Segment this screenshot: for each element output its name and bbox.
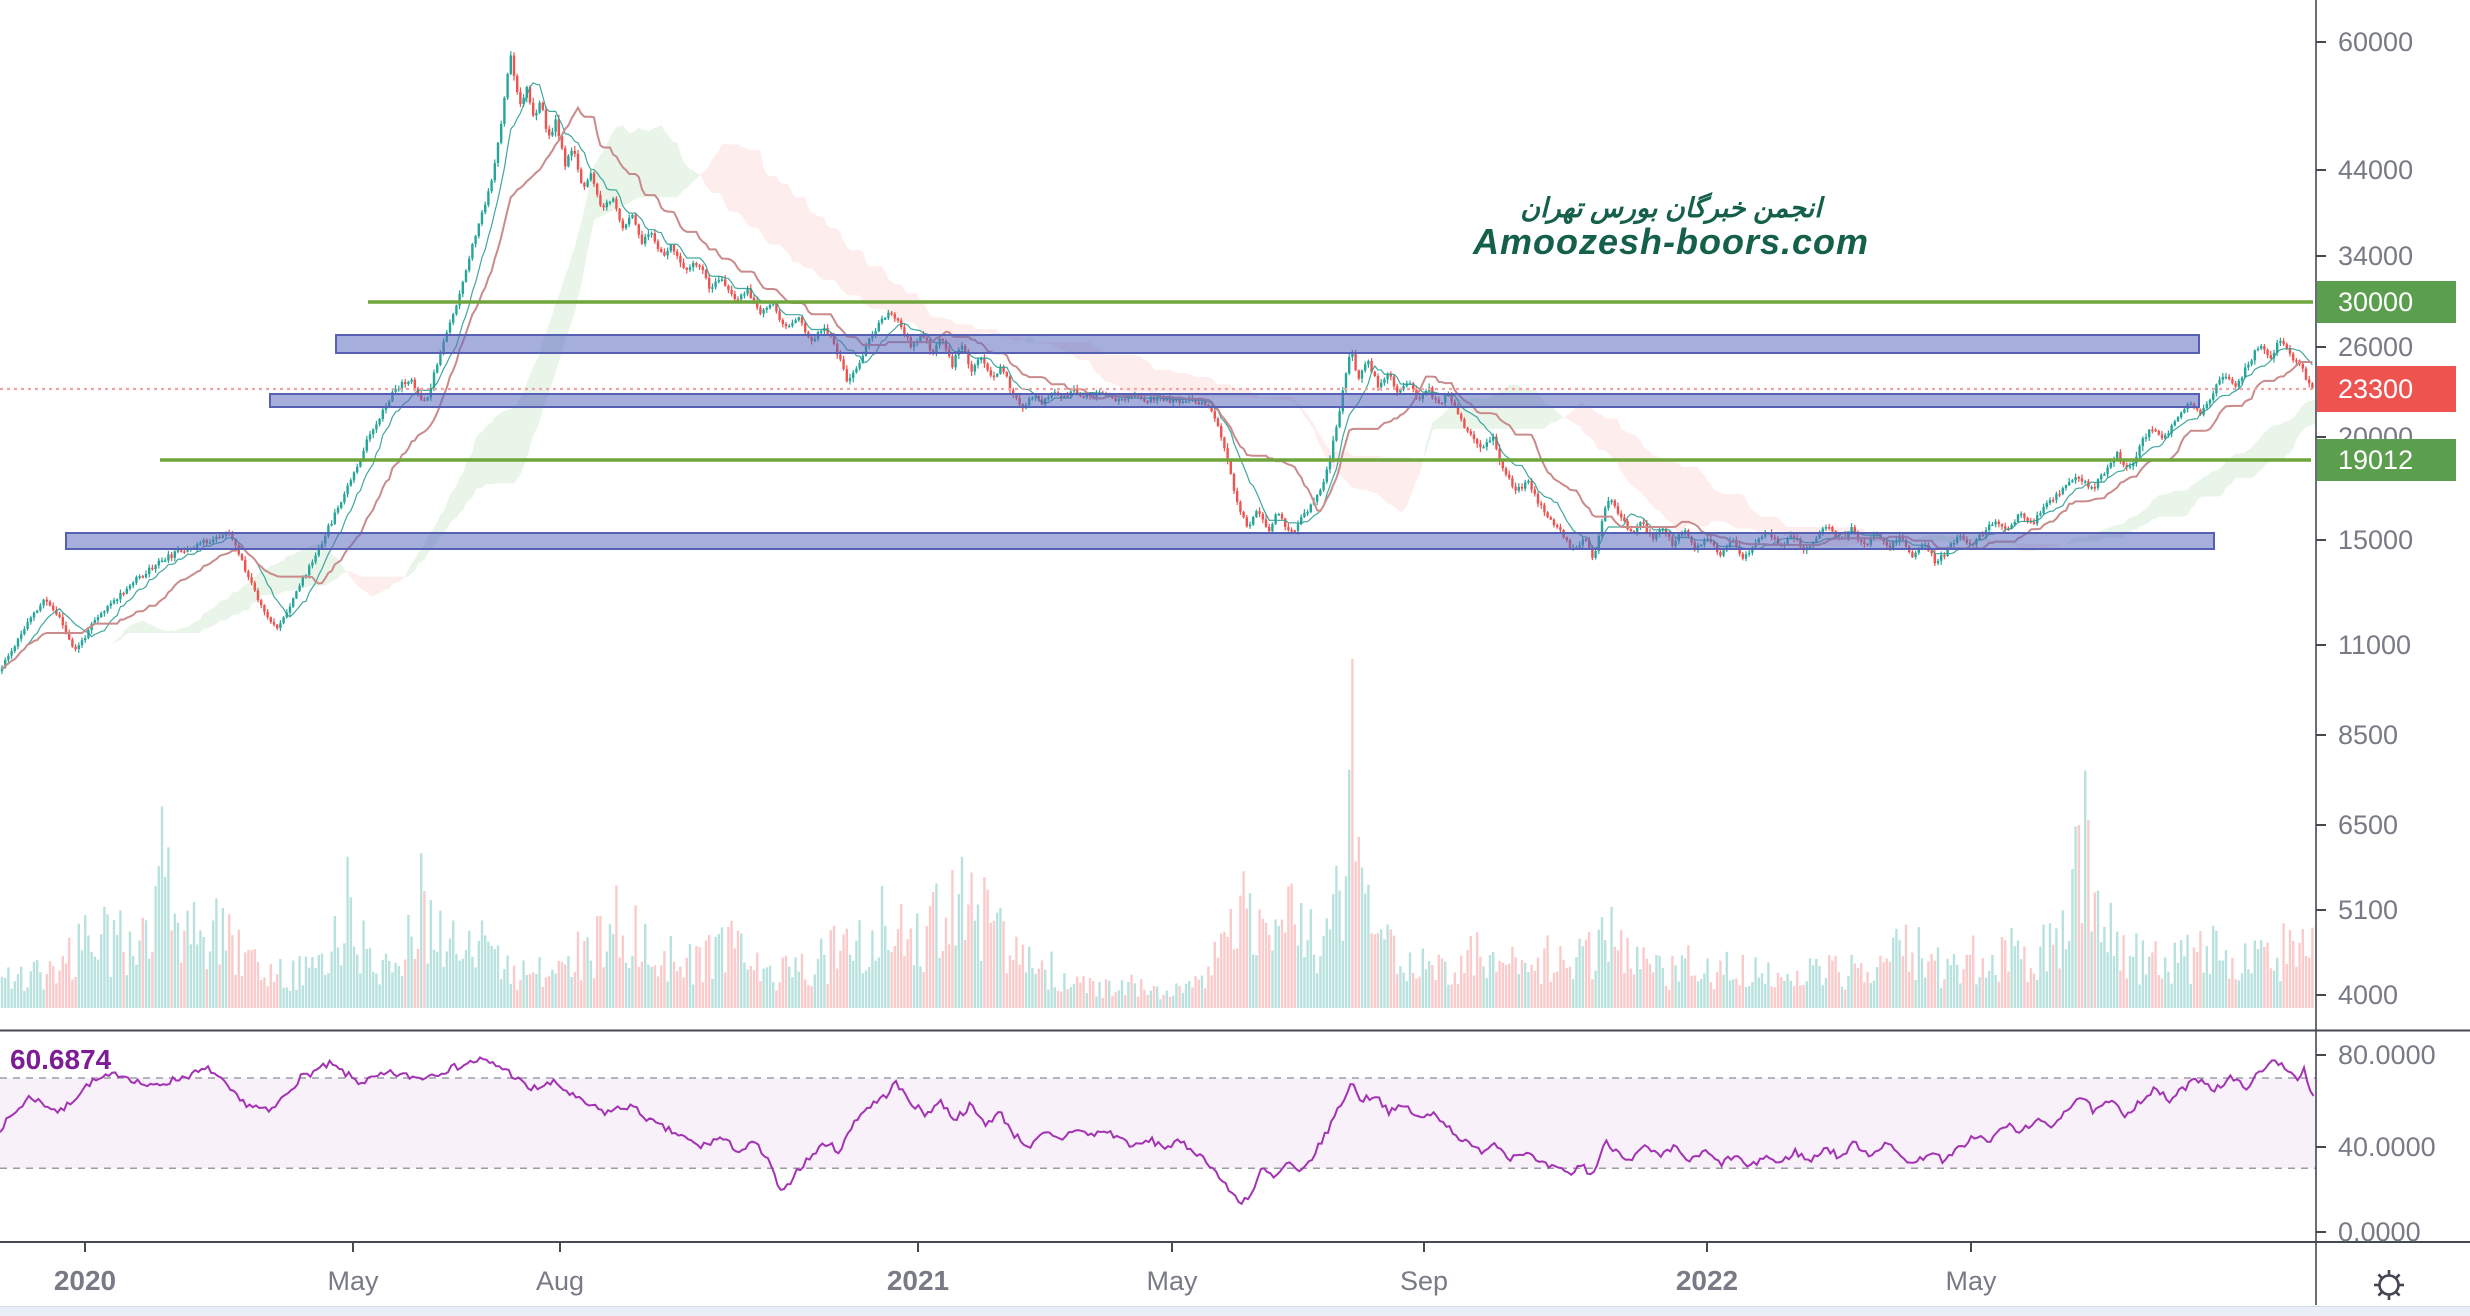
time-axis-label: 2020	[54, 1265, 116, 1296]
price-axis-label: 60000	[2338, 27, 2413, 57]
price-axis-label: 15000	[2338, 525, 2413, 555]
rsi-axis-label: 40.0000	[2338, 1132, 2436, 1162]
rsi-current-value: 60.6874	[10, 1044, 112, 1075]
time-axis-label: May	[327, 1266, 379, 1296]
price-axis-label: 6500	[2338, 810, 2398, 840]
time-axis-label: Aug	[536, 1266, 584, 1296]
supply-demand-zone[interactable]	[269, 393, 2200, 408]
time-axis-label: May	[1146, 1266, 1198, 1296]
price-overlays	[0, 300, 2316, 550]
time-axis-label: May	[1945, 1266, 1997, 1296]
price-axis-label: 11000	[2338, 630, 2411, 660]
rsi-line	[0, 1056, 2315, 1206]
rsi-pane	[0, 1056, 2316, 1206]
price-level-badge-19012-label: 19012	[2338, 444, 2414, 475]
price-level-badge-30000-label: 30000	[2338, 286, 2414, 317]
supply-demand-zone[interactable]	[65, 532, 2215, 550]
bottom-toolbar-strip	[0, 1306, 2470, 1316]
volume-bars	[0, 658, 2314, 1008]
candles	[0, 51, 2314, 675]
time-axis-label: 2022	[1676, 1265, 1738, 1296]
price-axis-label: 4000	[2338, 980, 2398, 1010]
price-level-badge-19012: 19012	[2317, 439, 2456, 481]
price-level-badge-30000: 30000	[2317, 281, 2456, 323]
time-axis-label: Sep	[1400, 1266, 1448, 1296]
gear-icon	[2374, 1270, 2404, 1300]
price-axis-label: 8500	[2338, 720, 2398, 750]
price-axis-label: 5100	[2338, 895, 2398, 925]
price-axis-label: 34000	[2338, 241, 2413, 271]
supply-demand-zone[interactable]	[335, 334, 2200, 354]
price-axis-label: 44000	[2338, 155, 2413, 185]
rsi-axis-label: 80.0000	[2338, 1040, 2436, 1070]
last-price-badge-label: 23300	[2338, 373, 2414, 404]
time-axis-label: 2021	[887, 1265, 949, 1296]
last-price-badge: 23300	[2317, 366, 2456, 412]
price-axis-label: 26000	[2338, 332, 2413, 362]
rsi-axis-label: 0.0000	[2338, 1217, 2421, 1247]
price-scale-settings-button[interactable]	[2366, 1262, 2412, 1308]
